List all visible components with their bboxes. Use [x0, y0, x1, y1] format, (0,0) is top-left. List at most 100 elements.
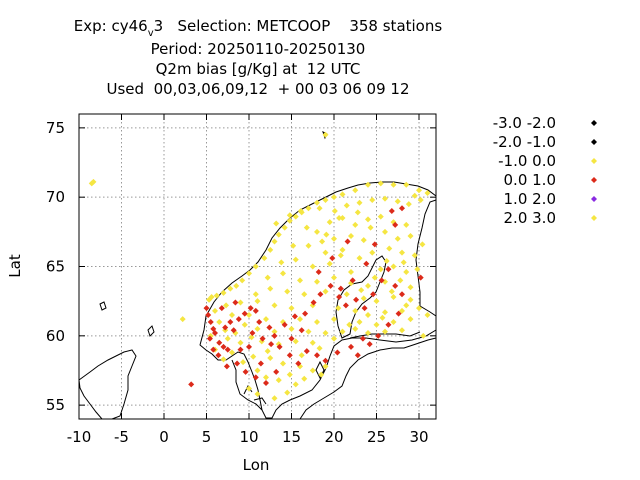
gridlines [79, 114, 436, 419]
station-point [271, 302, 278, 309]
station-point [286, 371, 293, 378]
station-point [399, 205, 405, 212]
station-point [336, 214, 343, 221]
station-point [280, 270, 286, 277]
station-point [252, 307, 259, 314]
station-point [383, 257, 390, 264]
station-point [223, 363, 230, 370]
legend-marker [591, 196, 597, 202]
station-point [301, 291, 308, 298]
station-point [336, 294, 343, 300]
station-point [203, 305, 210, 312]
station-point [424, 312, 431, 319]
station-point [348, 343, 354, 350]
station-point [331, 316, 337, 323]
station-point [314, 352, 320, 359]
station-point [210, 346, 217, 353]
station-point [382, 195, 388, 202]
title-line-2: Period: 20250110-20250130 [150, 40, 366, 58]
station-point [239, 277, 246, 284]
station-point [303, 224, 310, 231]
title-exp-label: Exp: cy46 [73, 17, 148, 35]
station-point [365, 312, 371, 319]
station-point [353, 296, 360, 303]
station-point [348, 233, 354, 239]
chart-title: Exp: cy46v3 Selection: METCOOP 358 stati… [0, 16, 516, 99]
station-point [250, 353, 257, 360]
x-tick-label: 30 [409, 428, 428, 446]
station-point [352, 221, 359, 228]
station-point [375, 332, 382, 339]
title-exp-rest: 3 Selection: METCOOP 358 stations [153, 17, 443, 35]
y-axis-label: Lat [6, 254, 24, 278]
station-point [339, 328, 346, 335]
station-point [237, 339, 244, 346]
y-tick-label: 75 [46, 119, 65, 137]
station-point [420, 332, 427, 339]
station-point [354, 352, 361, 359]
station-point [378, 277, 385, 284]
station-point [254, 298, 261, 305]
station-point [224, 335, 231, 342]
legend-marker [591, 215, 597, 221]
station-point [358, 287, 365, 294]
title-exp-subscript: v [147, 28, 154, 39]
station-point [403, 302, 410, 309]
station-point [407, 233, 414, 239]
station-point [303, 348, 310, 355]
station-point [227, 285, 234, 292]
station-point [266, 324, 273, 331]
station-point [305, 205, 312, 212]
station-point [373, 321, 380, 328]
station-point [298, 352, 305, 359]
station-point [237, 299, 244, 306]
station-point [379, 314, 386, 321]
station-point [297, 316, 303, 323]
legend-label: 1.0 2.0 [504, 190, 556, 208]
station-point [352, 187, 359, 194]
station-point [319, 238, 326, 245]
station-point [278, 259, 285, 266]
station-point [314, 318, 320, 325]
station-point [297, 208, 304, 215]
station-point [400, 259, 407, 266]
station-point [390, 181, 397, 188]
station-point [295, 360, 302, 367]
station-point [315, 269, 322, 276]
station-point [342, 302, 349, 309]
title-line-1: Exp: cy46v3 Selection: METCOOP 358 stati… [0, 16, 516, 39]
station-point [227, 318, 234, 325]
legend-label: -1.0 0.0 [498, 152, 556, 170]
station-point [288, 335, 295, 342]
station-point [254, 325, 261, 332]
x-tick-label: -10 [67, 428, 92, 446]
station-point [388, 208, 395, 215]
station-point [377, 266, 384, 273]
station-point [352, 325, 359, 332]
station-point [399, 291, 405, 298]
station-point [292, 256, 299, 263]
station-point [377, 213, 384, 220]
station-point [349, 277, 356, 284]
station-point [322, 249, 329, 256]
station-point [365, 282, 371, 289]
station-point [417, 274, 424, 281]
station-point [366, 341, 373, 348]
station-point [392, 221, 399, 228]
station-point [331, 208, 338, 215]
station-point [288, 305, 295, 312]
station-point [360, 237, 367, 244]
station-point [417, 196, 424, 203]
station-point [385, 266, 392, 273]
station-point [316, 345, 323, 352]
station-point [298, 327, 305, 334]
station-point [222, 324, 229, 331]
station-point [261, 255, 268, 262]
y-tick-label: 60 [46, 327, 65, 345]
station-point [322, 357, 329, 364]
station-point [411, 192, 418, 199]
station-point [352, 307, 359, 314]
station-point [232, 299, 239, 306]
legend-label: 2.0 3.0 [504, 209, 556, 227]
station-point [179, 316, 186, 323]
